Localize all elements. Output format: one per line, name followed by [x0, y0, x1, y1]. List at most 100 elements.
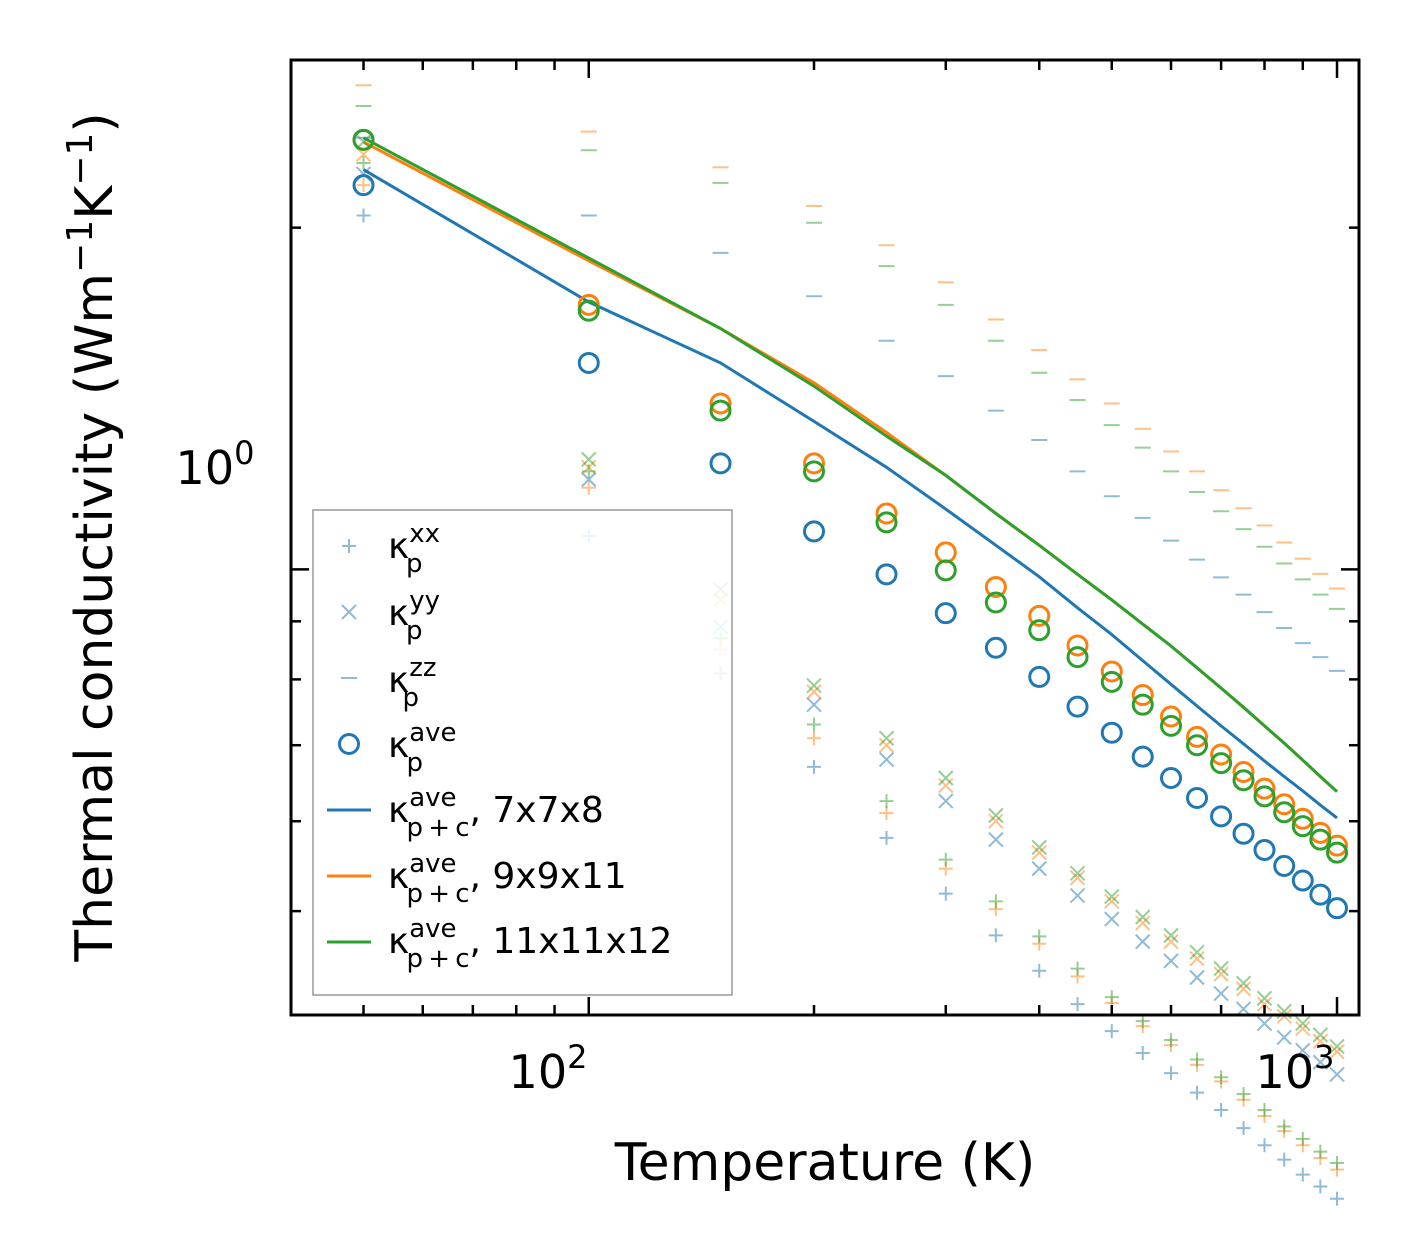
point-kp_yy_orange-300 — [938, 777, 954, 794]
legend-frame — [312, 509, 733, 996]
point-kp_yy_orange-400 — [1031, 844, 1047, 861]
point-kp_xx_blue-1000 — [1330, 1191, 1345, 1206]
point-kp_xx_orange-250 — [879, 806, 894, 821]
point-kp_xx_blue-350 — [988, 928, 1003, 943]
point-kp_yy_blue-900 — [1295, 1042, 1311, 1059]
y-axis-label-sup1: −1 — [60, 220, 101, 273]
point-kp_yy_orange-200 — [806, 684, 822, 700]
point-kp_ave_green-900 — [1291, 815, 1314, 838]
point-kp_ave_blue-550 — [1131, 745, 1154, 768]
point-kp_xx_blue-300 — [938, 886, 953, 901]
point-kp_ave_green-250 — [875, 511, 898, 534]
point-kp_ave_green-50 — [352, 128, 375, 151]
point-kp_ave_green-450 — [1066, 646, 1089, 669]
point-kp_xx_green-200 — [807, 717, 822, 732]
point-kp_yy_green-100 — [581, 451, 597, 468]
point-kp_xx_green-650 — [1190, 1052, 1205, 1067]
point-kp_yy_orange-700 — [1213, 966, 1229, 982]
point-kp_xx_green-250 — [879, 794, 894, 809]
x-tick-label-100: 102 — [509, 1038, 588, 1099]
point-kp_ave_orange-150 — [709, 392, 732, 415]
point-kp_ave_blue-250 — [875, 563, 898, 586]
point-kp_xx_green-350 — [988, 894, 1003, 909]
point-kp_ave_green-400 — [1028, 619, 1051, 642]
point-kp_xx_green-100 — [581, 464, 596, 479]
point-kp_ave_green-600 — [1160, 714, 1183, 737]
point-kp_ave_green-350 — [984, 591, 1007, 614]
legend-marker-3 — [338, 733, 360, 755]
point-kp_yy_green-400 — [1031, 839, 1047, 856]
x-tick-label-1000-base: 10 — [1256, 1045, 1315, 1099]
point-kp_xx_green-800 — [1257, 1103, 1272, 1118]
point-kp_xx_blue-850 — [1277, 1152, 1292, 1167]
legend-label-kp-ave: κave p — [388, 718, 457, 778]
point-kp_xx_orange-100 — [581, 480, 596, 495]
point-kp_xx_green-600 — [1164, 1032, 1179, 1047]
point-kp_ave_green-800 — [1253, 785, 1276, 808]
point-kp_ave_green-200 — [803, 460, 826, 483]
point-kp_ave_blue-200 — [803, 520, 826, 543]
point-kp_xx_blue-450 — [1070, 997, 1085, 1012]
point-kp_yy_blue-1000 — [1329, 1066, 1345, 1083]
point-kp_ave_blue-50 — [352, 174, 375, 197]
point-kp_yy_orange-900 — [1295, 1020, 1311, 1037]
point-kp_xx_green-500 — [1104, 990, 1119, 1005]
x-tick-label-1000-exp: 3 — [1314, 1038, 1334, 1076]
y-axis-label: Thermal conductivity (Wm−1K−1) — [60, 112, 125, 962]
point-kp_yy_green-500 — [1104, 888, 1120, 905]
point-kp_yy_blue-300 — [938, 793, 954, 809]
point-kp_xx_blue-500 — [1104, 1024, 1119, 1039]
point-kp_xx_green-400 — [1032, 929, 1047, 944]
point-kp_ave_orange-350 — [984, 575, 1007, 598]
point-kp_ave_green-550 — [1131, 693, 1154, 716]
point-kp_yy_blue-500 — [1104, 911, 1120, 927]
point-kp_ave_blue-500 — [1100, 721, 1123, 744]
point-kp_ave_orange-900 — [1291, 807, 1314, 830]
x-axis-label: Temperature (K) — [614, 1133, 1036, 1193]
point-kp_yy_green-650 — [1189, 944, 1205, 960]
point-kp_ave_blue-850 — [1273, 854, 1296, 877]
point-kp_yy_green-300 — [938, 770, 954, 786]
y-tick-label-1-exp: 0 — [234, 434, 254, 472]
point-kp_ave_orange-250 — [875, 502, 898, 525]
point-kp_yy_orange-650 — [1189, 950, 1205, 967]
point-kp_ave_orange-700 — [1210, 743, 1233, 766]
point-kp_xx_blue-900 — [1295, 1167, 1310, 1182]
point-kp_ave_green-300 — [934, 559, 957, 582]
legend-label-kp-xx: κxx p — [388, 519, 440, 579]
point-kp_ave_blue-350 — [984, 636, 1007, 659]
point-kp_xx_blue-650 — [1190, 1085, 1205, 1100]
point-kp_ave_orange-100 — [577, 293, 600, 316]
point-kp_ave_orange-500 — [1100, 660, 1123, 683]
point-kp_xx_blue-50 — [356, 208, 371, 223]
point-kp_yy_green-200 — [806, 677, 822, 694]
legend-label-kp-yy: κyy p — [388, 586, 440, 646]
point-kp_ave_blue-800 — [1253, 838, 1276, 861]
point-kp_xx_green-900 — [1295, 1131, 1310, 1146]
x-tick-label-1000: 103 — [1256, 1038, 1335, 1099]
legend-label-kpc-11x11x12: κave p + c, 11x11x12 — [388, 914, 672, 974]
point-kp_ave_blue-700 — [1210, 805, 1233, 828]
point-kp_yy_orange-750 — [1235, 981, 1252, 997]
point-kp_xx_green-750 — [1236, 1087, 1251, 1102]
point-kp_ave_green-700 — [1210, 752, 1233, 775]
y-axis-label-mid: K — [65, 184, 125, 220]
legend-markers — [327, 539, 371, 944]
point-kp_yy_green-350 — [988, 807, 1004, 824]
point-kp_ave_blue-650 — [1186, 786, 1209, 809]
point-kp_xx_blue-400 — [1032, 963, 1047, 978]
point-kp_yy_green-800 — [1256, 990, 1273, 1006]
point-kp_yy_orange-250 — [878, 737, 895, 753]
point-kp_yy_green-750 — [1235, 975, 1252, 991]
point-kp_ave_blue-1000 — [1326, 897, 1349, 920]
point-kp_xx_blue-250 — [879, 830, 894, 845]
point-kp_yy_orange-500 — [1104, 893, 1120, 910]
point-kp_yy_green-900 — [1295, 1015, 1311, 1032]
point-kp_ave_orange-200 — [803, 452, 826, 475]
point-kp_yy_orange-550 — [1135, 915, 1151, 931]
point-kp_ave_blue-450 — [1066, 695, 1089, 718]
y-axis-label-sup2: −1 — [60, 133, 101, 186]
point-kp_yy_blue-100 — [581, 471, 597, 488]
point-kp_ave_blue-750 — [1232, 822, 1255, 845]
point-kp_ave_orange-800 — [1253, 777, 1276, 800]
